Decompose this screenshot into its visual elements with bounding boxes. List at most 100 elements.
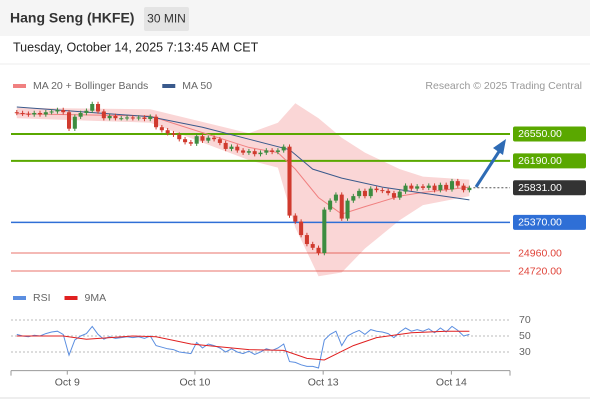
arrow-head	[493, 139, 506, 155]
level-box	[513, 126, 586, 142]
candle-body	[206, 137, 211, 141]
level-label: 26550.00	[518, 128, 562, 140]
candle-body	[409, 185, 414, 189]
candle-body	[177, 134, 182, 140]
candle-body	[258, 152, 263, 155]
arrow-shaft	[474, 149, 502, 188]
candle-body	[20, 112, 25, 114]
candle-body	[345, 200, 350, 219]
candle-body	[217, 139, 222, 143]
candle-body	[275, 150, 280, 152]
candle-body	[241, 150, 246, 153]
level-box	[513, 153, 586, 169]
candle-body	[252, 151, 257, 155]
candle-body	[386, 190, 391, 194]
candle-body	[49, 111, 54, 113]
level-label: 25831.00	[518, 182, 562, 194]
candle-body	[235, 146, 240, 151]
candle-body	[43, 112, 48, 115]
timestamp: Tuesday, October 14, 2025 7:13:45 AM CET	[13, 40, 259, 54]
candle-body	[461, 185, 466, 191]
candle-body	[32, 112, 37, 115]
legend-swatch	[162, 84, 176, 88]
band-layer	[16, 103, 470, 277]
candle-body	[90, 103, 95, 111]
candle-body	[223, 142, 228, 149]
candle-body	[165, 130, 170, 134]
candle-body	[119, 118, 124, 120]
candle-body	[339, 194, 344, 219]
candle-body	[391, 193, 396, 198]
candle-body	[362, 190, 367, 197]
candle-body	[293, 215, 298, 222]
candle-body	[96, 103, 101, 112]
candle-body	[107, 115, 112, 119]
candle-body	[26, 113, 31, 115]
candle-body	[281, 146, 286, 151]
candle-body	[467, 187, 472, 191]
candle-body	[84, 110, 89, 113]
level-box	[513, 214, 586, 230]
x-tick-label: Oct 10	[179, 376, 210, 388]
level-label: 24720.00	[518, 265, 562, 277]
candle-body	[66, 112, 72, 129]
main-layer: MA 20 + Bollinger Bands MA 50 26550.00 2619…	[10, 80, 586, 388]
candle-body	[449, 181, 455, 190]
candle-body	[328, 200, 333, 210]
legend-swatch	[13, 296, 26, 300]
candle-body	[194, 136, 199, 144]
candle-body	[438, 184, 443, 191]
candle-body	[415, 186, 420, 189]
header-bar	[0, 0, 590, 36]
candle-body	[229, 146, 234, 149]
candle-body	[374, 188, 379, 191]
candle-body	[444, 184, 449, 190]
candle-body	[142, 117, 147, 119]
candle-body	[171, 133, 176, 135]
level-label: 24960.00	[518, 247, 562, 259]
candle-body	[351, 196, 356, 201]
legend-swatch	[64, 296, 78, 300]
y-tick-label: 50	[519, 330, 531, 342]
candle-body	[426, 185, 431, 188]
candle-body	[14, 112, 19, 114]
candle-body	[246, 151, 251, 153]
candle-body	[61, 109, 66, 113]
candle-body	[357, 190, 362, 197]
candle-body	[78, 112, 83, 117]
y-tick-label: 30	[519, 346, 531, 358]
legend-swatch	[13, 84, 26, 88]
interval-label[interactable]: 30 MIN	[147, 12, 186, 26]
candle-body	[368, 188, 373, 197]
candle-body	[37, 112, 43, 115]
x-tick-label: Oct 14	[436, 376, 467, 388]
legend-label: MA 50	[182, 80, 212, 92]
candle-body	[136, 117, 141, 119]
candle-body	[304, 235, 309, 245]
candle-body	[420, 186, 425, 188]
candle-body	[316, 247, 321, 254]
candle-body	[322, 209, 327, 254]
candle-body	[299, 221, 304, 236]
candle-body	[113, 115, 118, 119]
legend-label: 9MA	[85, 292, 107, 304]
candle-body	[125, 117, 130, 119]
candle-body	[432, 185, 437, 191]
candle-body	[333, 194, 338, 201]
candle-body	[148, 116, 153, 119]
interval-button[interactable]	[144, 7, 189, 31]
candle-body	[397, 191, 402, 198]
candle-body	[310, 244, 315, 248]
level-label: 26190.00	[518, 155, 562, 167]
legend-label: MA 20 + Bollinger Bands	[33, 80, 148, 92]
x-tick-label: Oct 13	[308, 376, 339, 388]
candle-body	[159, 127, 164, 131]
candle-body	[154, 116, 159, 128]
candle-body	[380, 190, 385, 192]
forecast-arrow	[474, 139, 506, 188]
chart-title: Hang Seng (HKFE)	[10, 10, 134, 26]
level-box	[513, 180, 586, 196]
candle-body	[55, 109, 60, 112]
